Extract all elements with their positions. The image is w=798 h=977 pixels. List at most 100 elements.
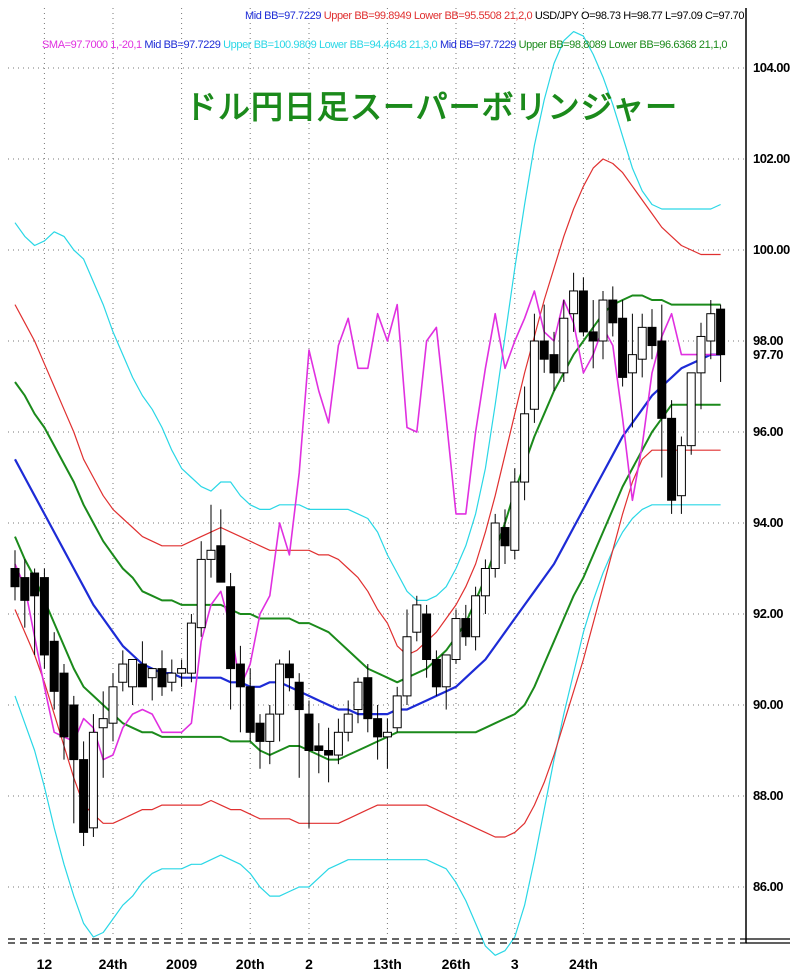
candle-body [588,331,598,342]
candle-body [696,335,706,374]
chart-candles [10,272,726,847]
candle-body [490,522,500,569]
candle-body [186,622,196,674]
x-tick-label: 26th [441,956,471,972]
candle-body [441,654,451,688]
candle-body [304,713,314,751]
candle-body [265,713,275,742]
candle-body [412,604,422,633]
y-tick-label: 100.00 [753,242,790,257]
candle-body [500,527,510,547]
candle-body [549,354,559,374]
candle-body [578,290,588,333]
candle-body [627,354,637,374]
header-line-2: SMA=97.7000 1,-20,1 Mid BB=97.7229 Upper… [42,39,728,51]
candle-body [206,549,216,560]
y-tick-label: 104.00 [753,60,790,75]
candle-body [637,326,647,360]
candle-body [324,750,334,756]
y-tick-label: 88.00 [753,788,784,803]
candle-body [559,317,569,374]
candle-body [128,659,138,688]
candle-body [98,718,108,729]
candle-body [686,372,696,447]
candle-body [598,299,608,342]
header-upper-bb-3: Upper BB=100.9809 [223,39,317,51]
candle-body [157,668,167,688]
header-sma: SMA=97.7000 1,-20,1 [42,39,142,51]
candle-body [706,313,716,342]
candle-body [245,686,255,733]
y-tick-label: 98.00 [753,333,784,348]
candle-body [118,663,128,683]
chart-frame [8,8,790,944]
candle-body [177,668,187,674]
x-tick-label: 2009 [166,956,198,972]
header-ohlc: USD/JPY O=98.73 H=98.77 L=97.09 C=97.70 [534,10,745,22]
candle-body [196,558,206,629]
candle-body [216,545,226,583]
candle-body [373,718,383,738]
candle-body [30,572,40,597]
last-price-label: 97.70 [753,346,784,362]
x-tick-label: 24th [98,956,128,972]
y-tick-label: 102.00 [753,151,790,166]
candle-body [255,722,265,742]
header-upper-bb-1: Upper BB=98.8089 [518,39,607,51]
series-line-5 [14,449,721,838]
series-line-7 [14,504,721,956]
candle-body [529,340,539,410]
y-tick-label: 94.00 [753,515,784,530]
candle-body [451,618,461,660]
candle-body [471,595,481,638]
candle-body [402,636,412,697]
candle-body [147,668,157,679]
candle-body [10,568,20,588]
candle-body [69,704,79,761]
header-line-1: Mid BB=97.7229 Upper BB=99.8949 Lower BB… [245,10,744,22]
candle-body [49,640,59,692]
candle-body [676,445,686,497]
chart-title: ドル円日足スーパーボリンジャー [185,88,679,126]
candle-body [392,695,402,729]
chart-series [14,31,721,956]
candle-body [137,663,147,688]
header-upper-bb: Upper BB=99.8949 [323,10,412,22]
chart-grid [8,8,746,935]
candle-body [382,731,392,738]
candle-body [79,759,89,833]
y-tick-label: 86.00 [753,879,784,894]
candle-body [520,413,530,483]
header-bb1-params: 21,1,0 [698,39,728,51]
y-tick-label: 96.00 [753,424,784,439]
candle-body [431,659,441,688]
candle-body [20,577,30,601]
header-bb-params: 21,2,0 [503,10,533,22]
candle-body [510,481,520,551]
candle-body [235,663,245,688]
candle-body [569,290,579,315]
x-tick-label: 24th [568,956,598,972]
x-tick-label: 13th [372,956,402,972]
header-lower-bb-3: Lower BB=94.4648 [318,39,407,51]
candle-body [353,681,363,711]
candle-body [657,340,667,419]
candle-body [284,663,294,679]
candle-body [343,713,353,733]
y-tick-label: 92.00 [753,606,784,621]
candle-body [363,677,373,720]
series-line-1 [14,353,721,716]
header-lower-bb: Lower BB=95.5508 [413,10,502,22]
candle-body [59,672,69,738]
candle-body [608,299,618,324]
header-bb3-params: 21,3,0 [409,39,438,51]
y-tick-label: 90.00 [753,697,784,712]
header-mid-bb-3: Mid BB=97.7229 [439,39,516,51]
header-mid-bb-2: Mid BB=97.7229 [144,39,221,51]
candle-body [480,568,490,597]
candle-body [88,731,98,829]
x-tick-label: 2 [305,956,313,972]
x-tick-label: 3 [510,956,519,972]
header-mid-bb: Mid BB=97.7229 [245,10,322,22]
candle-body [314,745,324,752]
